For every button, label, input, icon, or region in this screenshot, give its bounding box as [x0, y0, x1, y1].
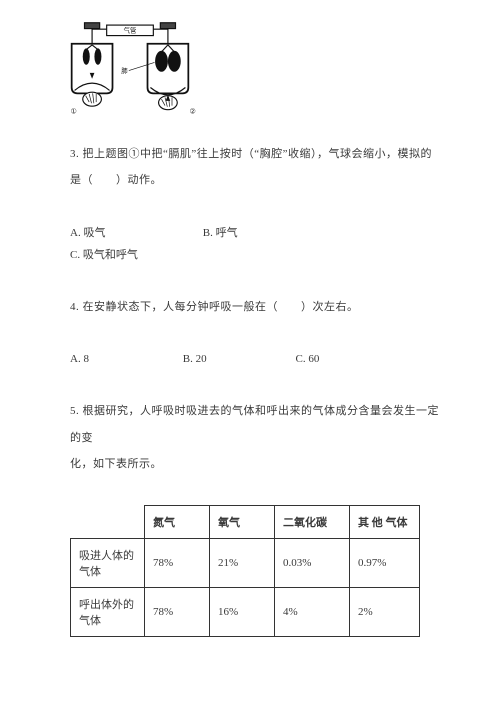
col-oxygen: 氧气: [210, 506, 275, 539]
gas-composition-table: 氮气 氧气 二氧化碳 其 他 气体 吸进人体的气体 78% 21% 0.03% …: [70, 505, 420, 637]
question-4: 4. 在安静状态下，人每分钟呼吸一般在（ ）次左右。: [70, 294, 440, 320]
page-content: 气管 ①: [0, 0, 500, 657]
label-circle-2: ②: [190, 108, 196, 116]
cell: 78%: [145, 539, 210, 588]
col-nitrogen: 氮气: [145, 506, 210, 539]
table-row: 吸进人体的气体 78% 21% 0.03% 0.97%: [71, 539, 420, 588]
q3-line1: 3. 把上题图①中把“膈肌”往上按时（“胸腔”收缩），气球会缩小，模拟的: [70, 148, 432, 160]
table-header-row: 氮气 氧气 二氧化碳 其 他 气体: [71, 506, 420, 539]
cell: 0.97%: [350, 539, 420, 588]
question-3: 3. 把上题图①中把“膈肌”往上按时（“胸腔”收缩），气球会缩小，模拟的 是（ …: [70, 141, 440, 194]
cell: 2%: [350, 588, 420, 637]
q4-opt-a: A. 8: [70, 348, 180, 370]
q4-opt-c: C. 60: [296, 348, 386, 370]
label-circle-1: ①: [71, 108, 77, 116]
q5-line2: 化，如下表所示。: [70, 458, 162, 470]
q4-options: A. 8 B. 20 C. 60: [70, 348, 440, 370]
q5-line1: 5. 根据研究，人呼吸时吸进去的气体和呼出来的气体成分含量会发生一定的变: [70, 405, 439, 443]
cell: 78%: [145, 588, 210, 637]
q3-opt-c: C. 吸气和呼气: [70, 244, 190, 266]
q4-opt-b: B. 20: [183, 348, 293, 370]
cell: 4%: [275, 588, 350, 637]
question-5: 5. 根据研究，人呼吸时吸进去的气体和呼出来的气体成分含量会发生一定的变 化，如…: [70, 398, 440, 477]
col-other: 其 他 气体: [350, 506, 420, 539]
table-corner: [71, 506, 145, 539]
cell: 0.03%: [275, 539, 350, 588]
bottle-left: ①: [71, 23, 113, 116]
bottle-right: ②: [148, 23, 196, 116]
row2-label: 呼出体外的气体: [71, 588, 145, 637]
q3-options: A. 吸气 B. 呼气 C. 吸气和呼气: [70, 222, 440, 266]
cell: 21%: [210, 539, 275, 588]
lung-label: 肺: [121, 67, 128, 75]
row1-label: 吸进人体的气体: [71, 539, 145, 588]
q3-line2: 是（ ）动作。: [70, 174, 162, 186]
cell: 16%: [210, 588, 275, 637]
q4-text: 4. 在安静状态下，人每分钟呼吸一般在（ ）次左右。: [70, 301, 359, 313]
col-co2: 二氧化碳: [275, 506, 350, 539]
q3-opt-b: B. 呼气: [203, 222, 333, 244]
breathing-model-diagram: 气管 ①: [60, 20, 200, 120]
table-row: 呼出体外的气体 78% 16% 4% 2%: [71, 588, 420, 637]
q3-opt-a: A. 吸气: [70, 222, 200, 244]
